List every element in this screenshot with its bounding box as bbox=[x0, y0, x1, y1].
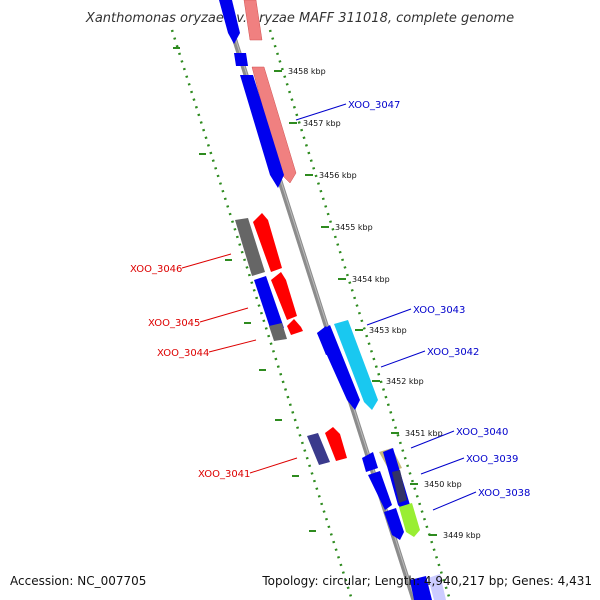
gene-label-forward-leader bbox=[295, 103, 347, 121]
gene-label-reverse[interactable]: XOO_3041 bbox=[198, 469, 250, 480]
gene-label-forward[interactable]: XOO_3043 bbox=[413, 305, 465, 316]
accession-label: Accession: NC_007705 bbox=[10, 574, 146, 588]
gene-label-forward-leader bbox=[410, 430, 455, 449]
scale-tick-label: 3453 kbp bbox=[369, 326, 407, 335]
gene-label-reverse[interactable]: XOO_3045 bbox=[148, 318, 200, 329]
gene-label-forward-leader bbox=[380, 350, 426, 368]
scale-tick-label: 3457 kbp bbox=[303, 119, 341, 128]
gene-label-reverse-leader bbox=[208, 339, 257, 353]
gene-block-purple[interactable] bbox=[307, 433, 330, 465]
gene-block-gray[interactable] bbox=[392, 470, 407, 503]
gene-label-reverse-leader bbox=[199, 307, 249, 323]
gene-label-forward[interactable]: XOO_3039 bbox=[466, 454, 518, 465]
gene-block-blue[interactable] bbox=[362, 452, 378, 472]
gene-label-reverse-leader bbox=[249, 457, 298, 474]
gene-block-red[interactable] bbox=[287, 319, 303, 335]
gene-label-forward-leader bbox=[366, 308, 412, 326]
scale-tick-label: 3450 kbp bbox=[424, 480, 462, 489]
map-title: Xanthomonas oryzae pv. oryzae MAFF 31101… bbox=[85, 11, 514, 26]
scale-ticks: 3458 kbp 3457 kbp 3456 kbp 3455 kbp 3454 kbp… bbox=[173, 47, 481, 540]
gene-block-red[interactable] bbox=[325, 427, 347, 461]
gene-block-blue[interactable] bbox=[234, 53, 248, 66]
gene-block-blue[interactable] bbox=[240, 75, 284, 188]
gene-block-blue[interactable] bbox=[368, 471, 392, 510]
gene-block-blue[interactable] bbox=[317, 326, 336, 355]
gene-block-blue[interactable] bbox=[384, 508, 404, 540]
scale-tick-label: 3458 kbp bbox=[288, 67, 326, 76]
gene-labels: XOO_3047 XOO_3043 XOO_3042 XOO_3040 XOO_3039… bbox=[130, 100, 530, 511]
gene-block-gray[interactable] bbox=[235, 218, 265, 276]
scale-tick-label: 3449 kbp bbox=[443, 531, 481, 540]
scale-tick-label: 3456 kbp bbox=[319, 171, 357, 180]
gene-block-gray[interactable] bbox=[269, 323, 287, 341]
gene-label-reverse[interactable]: XOO_3046 bbox=[130, 264, 182, 275]
gene-label-forward[interactable]: XOO_3042 bbox=[427, 347, 479, 358]
scale-tick-label: 3454 kbp bbox=[352, 275, 390, 284]
gene-block-blue[interactable] bbox=[254, 276, 284, 332]
gene-label-reverse-leader bbox=[181, 253, 232, 269]
gene-block-salmon[interactable] bbox=[243, 0, 263, 41]
gene-label-forward-leader bbox=[432, 491, 477, 511]
gene-block-cyan[interactable] bbox=[334, 320, 378, 410]
gene-block-blue[interactable] bbox=[410, 576, 432, 600]
scale-tick-label: 3455 kbp bbox=[335, 223, 373, 232]
scale-tick-label: 3451 kbp bbox=[405, 429, 443, 438]
gene-block-red[interactable] bbox=[253, 213, 282, 272]
gene-label-forward-leader bbox=[420, 457, 465, 475]
gene-block-lightblue[interactable] bbox=[428, 574, 446, 600]
gene-block-blue[interactable] bbox=[219, 0, 240, 44]
gene-block-red[interactable] bbox=[271, 272, 297, 320]
gene-block-lime[interactable] bbox=[399, 503, 420, 537]
genome-summary-label: Topology: circular; Length: 4,940,217 bp… bbox=[261, 574, 592, 588]
gene-label-reverse[interactable]: XOO_3044 bbox=[157, 348, 209, 359]
scale-tick-label: 3452 kbp bbox=[386, 377, 424, 386]
gene-label-forward[interactable]: XOO_3040 bbox=[456, 427, 508, 438]
gene-label-forward[interactable]: XOO_3047 bbox=[348, 100, 400, 111]
gene-label-forward[interactable]: XOO_3038 bbox=[478, 488, 530, 499]
